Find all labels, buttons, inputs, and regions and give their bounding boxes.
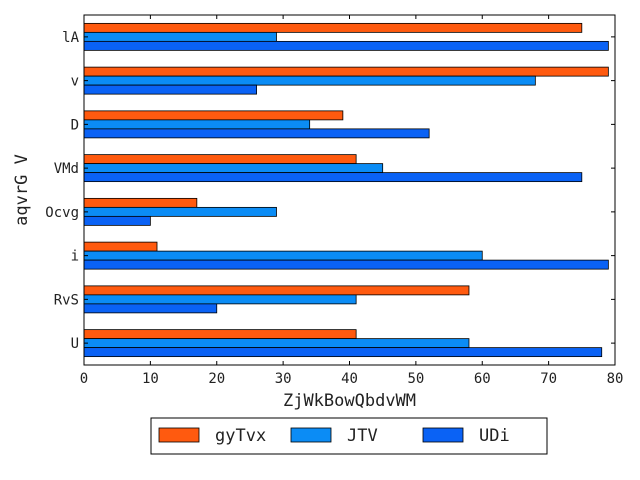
y-axis-label: aqvrG V [12,154,32,226]
bar-gyTvx-lA [83,22,583,33]
x-axis-label: ZjWkBowQbdvWM [283,391,416,411]
bar-gyTvx-v [83,66,609,77]
x-tick-label: 0 [80,371,88,387]
x-tick-label: 60 [474,371,491,387]
legend-box [150,417,548,455]
bar-UDi-RvS [83,303,218,314]
y-tick-label: VMd [54,161,79,177]
bar-JTV-lA [83,31,277,42]
bar-JTV-D [83,119,311,130]
y-tick-label: Ocvg [45,205,79,221]
y-tick-label: U [71,336,79,352]
x-tick-label: 40 [341,371,358,387]
bar-UDi-lA [83,40,609,51]
bar-gyTvx-VMd [83,154,357,165]
legend-swatch-JTV [290,427,332,443]
legend: gyTvx JTV UDi [150,417,548,455]
x-tick-label: 50 [407,371,424,387]
y-tick-label: RvS [54,292,79,308]
legend-label-gyTvx: gyTvx [215,426,266,446]
bar-gyTvx-D [83,110,344,121]
y-tick-label: lA [62,30,79,46]
bar-UDi-i [83,259,609,270]
bar-JTV-i [83,250,483,261]
bar-gyTvx-i [83,241,158,252]
x-tick-label: 30 [275,371,292,387]
bar-UDi-U [83,347,603,358]
y-tick-label: v [71,74,79,90]
bar-JTV-U [83,338,470,349]
bar-JTV-v [83,75,536,86]
x-tick-label: 80 [607,371,624,387]
x-tick-label: 10 [142,371,159,387]
x-tick-label: 70 [540,371,557,387]
bar-gyTvx-U [83,329,357,340]
x-tick-label: 20 [208,371,225,387]
bar-UDi-VMd [83,172,583,183]
bar-JTV-RvS [83,294,357,305]
bar-UDi-D [83,128,430,139]
bar-JTV-VMd [83,163,384,174]
bar-gyTvx-RvS [83,285,470,296]
bars-group [83,22,609,358]
y-axis-ticks: U RvS i Ocvg VMd Dv lA [45,30,615,352]
legend-label-UDi: UDi [479,426,510,446]
legend-swatch-UDi [422,427,464,443]
bar-gyTvx-Ocvg [83,197,198,208]
bar-JTV-Ocvg [83,206,277,217]
bar-UDi-Ocvg [83,215,151,226]
legend-swatch-gyTvx [158,427,200,443]
legend-label-JTV: JTV [347,426,378,446]
bar-UDi-v [83,84,257,95]
y-tick-label: D [71,117,79,133]
y-tick-label: i [71,249,79,265]
x-axis-ticks: 0 10 20 30 40 50 60 70 80 [80,15,624,387]
